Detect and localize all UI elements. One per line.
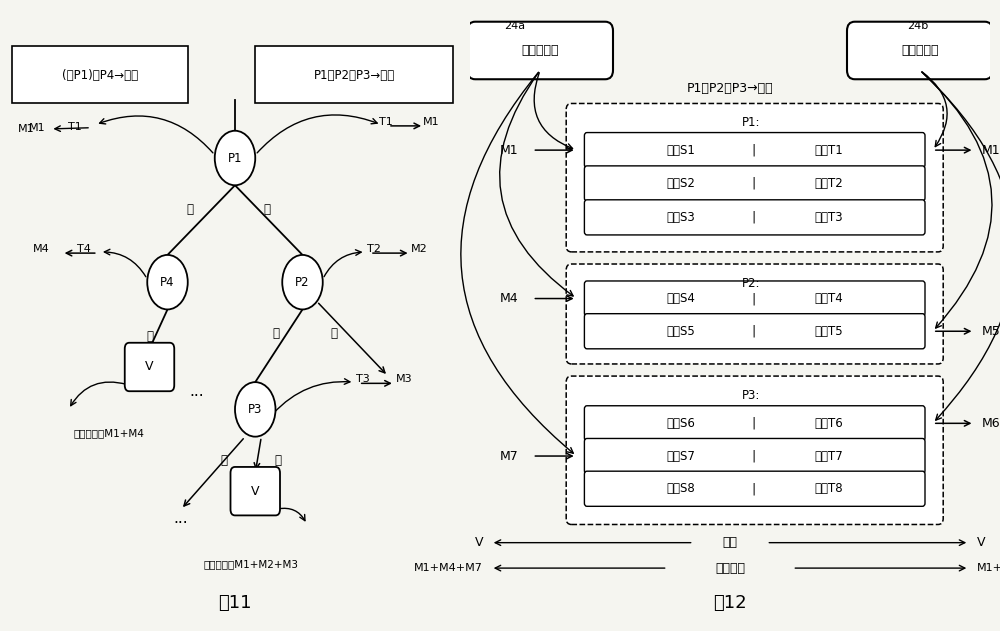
Text: 真: 真 — [272, 327, 279, 340]
Text: M1: M1 — [29, 122, 45, 133]
Text: 模板T5: 模板T5 — [814, 325, 843, 338]
FancyBboxPatch shape — [12, 46, 188, 103]
Text: T4: T4 — [77, 244, 91, 254]
Text: 模板T4: 模板T4 — [814, 292, 843, 305]
Text: P1: P1 — [228, 151, 242, 165]
Text: 真: 真 — [263, 203, 270, 216]
FancyBboxPatch shape — [584, 439, 925, 474]
Text: V: V — [977, 536, 986, 549]
FancyBboxPatch shape — [847, 21, 993, 80]
Text: M1: M1 — [422, 117, 439, 127]
Text: T2: T2 — [367, 244, 381, 254]
FancyBboxPatch shape — [230, 467, 280, 516]
Text: V: V — [251, 485, 260, 498]
Text: |: | — [751, 417, 756, 430]
Text: M1: M1 — [982, 144, 1000, 156]
Text: 场景S6: 场景S6 — [666, 417, 695, 430]
FancyBboxPatch shape — [584, 281, 925, 316]
Text: 模板T3: 模板T3 — [814, 211, 843, 224]
Text: 假: 假 — [186, 203, 194, 216]
Text: 真: 真 — [146, 330, 153, 343]
FancyBboxPatch shape — [566, 103, 943, 252]
Text: M2: M2 — [411, 244, 428, 254]
Text: P3: P3 — [248, 403, 262, 416]
Text: 场景S4: 场景S4 — [666, 292, 695, 305]
Circle shape — [147, 255, 188, 309]
Text: ...: ... — [174, 511, 188, 526]
Text: P1和P2和P3→判定: P1和P2和P3→判定 — [687, 82, 773, 95]
Text: P2: P2 — [295, 276, 310, 289]
Text: M6: M6 — [982, 417, 1000, 430]
Text: P1和P2和P3→判定: P1和P2和P3→判定 — [314, 69, 395, 81]
Text: 场景S3: 场景S3 — [666, 211, 695, 224]
Text: 假: 假 — [330, 327, 338, 340]
FancyBboxPatch shape — [566, 376, 943, 524]
Text: 判定: 判定 — [722, 536, 738, 549]
Text: V: V — [475, 536, 483, 549]
FancyBboxPatch shape — [584, 200, 925, 235]
Text: M4: M4 — [33, 244, 50, 254]
FancyBboxPatch shape — [584, 314, 925, 349]
Text: 警报消息: 警报消息 — [715, 562, 745, 575]
FancyBboxPatch shape — [584, 166, 925, 201]
Text: |: | — [751, 177, 756, 190]
Text: 真: 真 — [274, 454, 281, 468]
Text: P3:: P3: — [742, 389, 760, 402]
Text: M3: M3 — [395, 374, 412, 384]
Text: T1: T1 — [379, 117, 393, 127]
Text: 警告消息：M1+M4: 警告消息：M1+M4 — [73, 428, 144, 439]
Text: M1: M1 — [500, 144, 518, 156]
Text: 模板T1: 模板T1 — [814, 144, 843, 156]
Text: 取证指示符: 取证指示符 — [901, 44, 939, 57]
Text: 取证指示符: 取证指示符 — [521, 44, 559, 57]
Text: 场景S1: 场景S1 — [666, 144, 695, 156]
FancyBboxPatch shape — [584, 133, 925, 168]
Text: |: | — [751, 449, 756, 463]
Text: 模板T8: 模板T8 — [814, 482, 843, 495]
Text: M1+M4+M7: M1+M4+M7 — [414, 563, 483, 573]
FancyBboxPatch shape — [584, 406, 925, 441]
Text: P2:: P2: — [742, 277, 760, 290]
FancyBboxPatch shape — [584, 471, 925, 506]
Text: 模板T2: 模板T2 — [814, 177, 843, 190]
Text: M1: M1 — [18, 124, 35, 134]
Text: 警告消息：M1+M2+M3: 警告消息：M1+M2+M3 — [204, 559, 298, 569]
FancyBboxPatch shape — [125, 343, 174, 391]
Text: 24b: 24b — [907, 21, 928, 31]
Text: (非P1)和P4→判定: (非P1)和P4→判定 — [62, 69, 138, 81]
Text: 场景S7: 场景S7 — [666, 449, 695, 463]
Text: P4: P4 — [160, 276, 175, 289]
Text: 模板T6: 模板T6 — [814, 417, 843, 430]
Text: ...: ... — [189, 384, 204, 399]
Text: 场景S5: 场景S5 — [666, 325, 695, 338]
Text: T1: T1 — [68, 122, 82, 131]
Circle shape — [215, 131, 255, 186]
Text: |: | — [751, 211, 756, 224]
Text: |: | — [751, 144, 756, 156]
Text: |: | — [751, 482, 756, 495]
Text: |: | — [751, 292, 756, 305]
Text: 24a: 24a — [504, 21, 525, 31]
Text: M1+M5+M6: M1+M5+M6 — [977, 563, 1000, 573]
Text: 图12: 图12 — [713, 594, 747, 612]
Text: T3: T3 — [356, 374, 370, 384]
Text: 场景S2: 场景S2 — [666, 177, 695, 190]
Text: |: | — [751, 325, 756, 338]
Text: M7: M7 — [500, 449, 518, 463]
Text: 场景S8: 场景S8 — [666, 482, 695, 495]
FancyBboxPatch shape — [566, 264, 943, 364]
Text: 图11: 图11 — [218, 594, 252, 612]
Text: P1:: P1: — [742, 116, 760, 129]
Circle shape — [235, 382, 276, 437]
Text: V: V — [145, 360, 154, 374]
Text: M5: M5 — [982, 325, 1000, 338]
Text: 假: 假 — [220, 454, 227, 468]
Text: M4: M4 — [500, 292, 518, 305]
Text: 模板T7: 模板T7 — [814, 449, 843, 463]
FancyBboxPatch shape — [467, 21, 613, 80]
Circle shape — [282, 255, 323, 309]
FancyBboxPatch shape — [255, 46, 453, 103]
